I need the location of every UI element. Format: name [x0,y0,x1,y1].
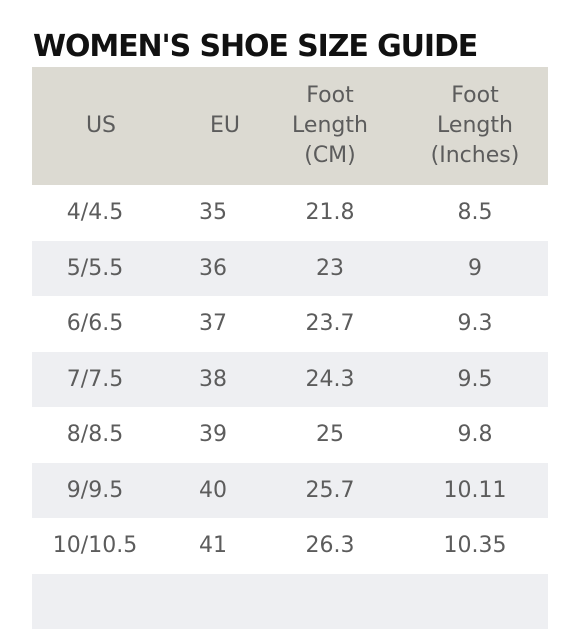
cell-us: 10/10.5 [32,518,170,574]
cell-us [32,574,170,629]
header-foot-length-cm-label: Foot Length (CM) [275,81,385,171]
header-foot-length-inches-label: Foot Length (Inches) [420,81,530,171]
header-eu: EU [170,67,258,185]
header-eu-label: EU [170,111,280,141]
cell-foot-length-inches: 9.5 [402,352,548,408]
header-foot-length-cm: Foot Length (CM) [258,67,402,185]
cell-foot-length-inches: 10.35 [402,518,548,574]
cell-eu: 40 [170,463,258,519]
cell-eu: 36 [170,241,258,297]
table-row: 4/4.5 35 21.8 8.5 [32,185,548,241]
table-row: 9/9.5 40 25.7 10.11 [32,463,548,519]
cell-us: 7/7.5 [32,352,170,408]
cell-foot-length-inches: 9 [402,241,548,297]
table-row: 7/7.5 38 24.3 9.5 [32,352,548,408]
cell-eu: 35 [170,185,258,241]
cell-foot-length-inches: 8.5 [402,185,548,241]
cell-foot-length-inches [402,574,548,629]
cell-us: 8/8.5 [32,407,170,463]
size-guide-table: US EU Foot Length (CM) Foot Length (Inch… [32,67,548,629]
cell-us: 9/9.5 [32,463,170,519]
cell-foot-length-cm: 21.8 [258,185,402,241]
table-row: 10/10.5 41 26.3 10.35 [32,518,548,574]
table-row: 6/6.5 37 23.7 9.3 [32,296,548,352]
header-us: US [32,67,170,185]
cell-foot-length-cm: 25 [258,407,402,463]
cell-eu: 41 [170,518,258,574]
header-foot-length-inches: Foot Length (Inches) [402,67,548,185]
cell-eu [170,574,258,629]
cell-foot-length-cm [258,574,402,629]
cell-foot-length-inches: 10.11 [402,463,548,519]
header-us-label: US [46,111,156,141]
cell-foot-length-inches: 9.8 [402,407,548,463]
cell-foot-length-cm: 25.7 [258,463,402,519]
cell-eu: 39 [170,407,258,463]
cell-us: 4/4.5 [32,185,170,241]
cell-eu: 37 [170,296,258,352]
cell-foot-length-cm: 26.3 [258,518,402,574]
cell-us: 5/5.5 [32,241,170,297]
cell-eu: 38 [170,352,258,408]
page-title: WOMEN'S SHOE SIZE GUIDE [33,27,477,67]
table-row: 5/5.5 36 23 9 [32,241,548,297]
table-header-row: US EU Foot Length (CM) Foot Length (Inch… [32,67,548,185]
table-row [32,574,548,629]
cell-foot-length-cm: 24.3 [258,352,402,408]
cell-foot-length-cm: 23.7 [258,296,402,352]
cell-foot-length-cm: 23 [258,241,402,297]
table-row: 8/8.5 39 25 9.8 [32,407,548,463]
cell-foot-length-inches: 9.3 [402,296,548,352]
cell-us: 6/6.5 [32,296,170,352]
